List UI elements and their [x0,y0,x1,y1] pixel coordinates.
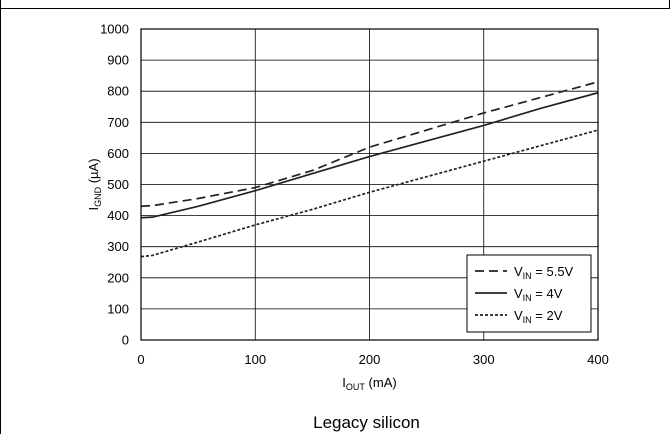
legend-label-2: VIN = 2V [514,308,563,325]
y-tick-label: 600 [107,146,129,161]
x-tick-labels: 0 100 200 300 400 [137,352,608,367]
y-axis-label-sub: GND [93,186,103,207]
y-axis-label-main: I [86,207,101,211]
x-tick-label: 0 [137,352,144,367]
x-tick-label: 400 [587,352,609,367]
series-line-1 [140,91,599,219]
x-tick-label: 300 [473,352,495,367]
y-tick-label: 500 [107,177,129,192]
x-axis-label: IOUT (mA) [342,375,396,392]
y-tick-label: 400 [107,208,129,223]
y-tick-label: 0 [122,333,129,348]
legend: VIN = 5.5V VIN = 4V VIN = 2V [466,254,592,333]
figure-caption: Legacy silicon [313,413,420,432]
plot-border [140,28,599,341]
y-tick-label: 1000 [100,22,129,37]
y-tick-label: 800 [107,84,129,99]
x-tick-label: 100 [244,352,266,367]
legend-label-1: VIN = 4V [514,286,563,303]
y-tick-label: 200 [107,270,129,285]
x-tick-label: 200 [359,352,381,367]
y-tick-label: 700 [107,115,129,130]
series-line-2 [140,129,599,258]
y-tick-label: 900 [107,53,129,68]
y-axis-label: IGND (µA) [86,158,103,210]
series-line-0 [140,81,599,208]
y-axis-label-unit: (µA) [86,158,101,186]
x-axis-label-unit: (mA) [365,375,397,390]
x-axis-label-sub: OUT [346,382,366,392]
y-tick-labels: 0 100 200 300 400 500 600 700 800 900 1000 [100,22,129,348]
legend-label-0: VIN = 5.5V [514,264,574,281]
y-tick-label: 300 [107,239,129,254]
y-tick-label: 100 [107,301,129,316]
series-layer [140,81,599,258]
x-axis-label-main: I [342,375,346,390]
